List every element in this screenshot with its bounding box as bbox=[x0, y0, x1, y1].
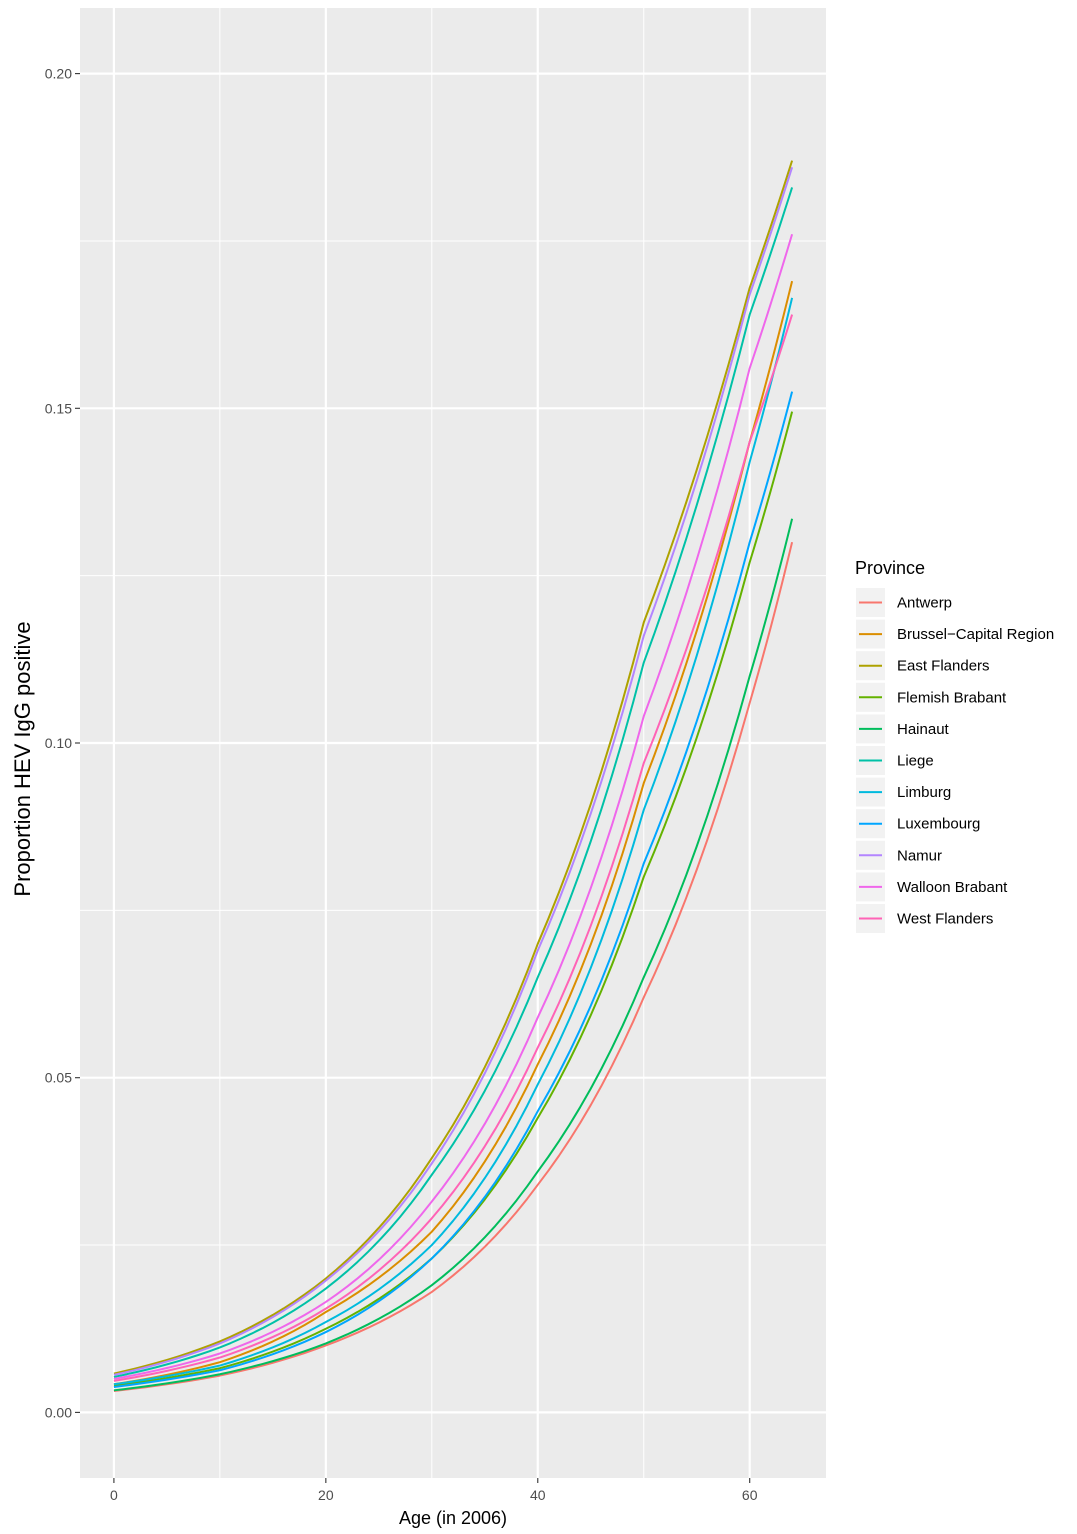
series-line-liege bbox=[113, 187, 794, 1378]
legend-label-namur: Namur bbox=[897, 847, 942, 864]
x-axis-title: Age (in 2006) bbox=[399, 1508, 507, 1528]
legend-label-limburg: Limburg bbox=[897, 784, 951, 801]
x-tick-label: 20 bbox=[318, 1487, 334, 1503]
series-line-limburg bbox=[113, 297, 794, 1386]
series-line-east-flanders bbox=[113, 160, 794, 1375]
legend-label-antwerp: Antwerp bbox=[897, 595, 952, 612]
series-line-hainaut bbox=[113, 518, 794, 1392]
series-line-namur bbox=[113, 167, 794, 1376]
legend-label-walloon-brabant: Walloon Brabant bbox=[897, 879, 1008, 896]
series-lines bbox=[113, 160, 794, 1392]
legend-label-hainaut: Hainaut bbox=[897, 721, 950, 738]
y-axis-title: Proportion HEV IgG positive bbox=[10, 621, 35, 896]
y-tick-label: 0.10 bbox=[45, 735, 72, 751]
y-axis-ticks: 0.00 0.05 0.10 0.15 0.20 bbox=[45, 66, 80, 1420]
series-line-flemish-brabant bbox=[113, 411, 794, 1387]
x-tick-label: 0 bbox=[110, 1487, 118, 1503]
legend-label-luxembourg: Luxembourg bbox=[897, 816, 980, 833]
series-line-luxembourg bbox=[113, 391, 794, 1388]
major-gridlines bbox=[80, 8, 826, 1478]
y-tick-label: 0.05 bbox=[45, 1070, 72, 1086]
series-line-brussel-capital-region bbox=[113, 280, 794, 1386]
series-line-antwerp bbox=[113, 541, 794, 1392]
x-tick-label: 60 bbox=[742, 1487, 758, 1503]
x-tick-label: 40 bbox=[530, 1487, 546, 1503]
legend-title: Province bbox=[855, 558, 925, 578]
y-tick-label: 0.15 bbox=[45, 400, 72, 416]
legend-label-west-flanders: West Flanders bbox=[897, 911, 993, 928]
y-tick-label: 0.00 bbox=[45, 1404, 72, 1420]
legend-label-flemish-brabant: Flemish Brabant bbox=[897, 689, 1007, 706]
y-tick-label: 0.20 bbox=[45, 66, 72, 82]
legend: Province Antwerp Brussel−Capital Region Ea… bbox=[855, 558, 1054, 933]
legend-label-brussel-capital-region: Brussel−Capital Region bbox=[897, 626, 1054, 643]
legend-label-liege: Liege bbox=[897, 753, 934, 770]
series-line-walloon-brabant bbox=[113, 233, 794, 1380]
series-line-west-flanders bbox=[113, 314, 794, 1382]
legend-label-east-flanders: East Flanders bbox=[897, 658, 990, 675]
x-axis-ticks: 0 20 40 60 bbox=[110, 1478, 758, 1503]
